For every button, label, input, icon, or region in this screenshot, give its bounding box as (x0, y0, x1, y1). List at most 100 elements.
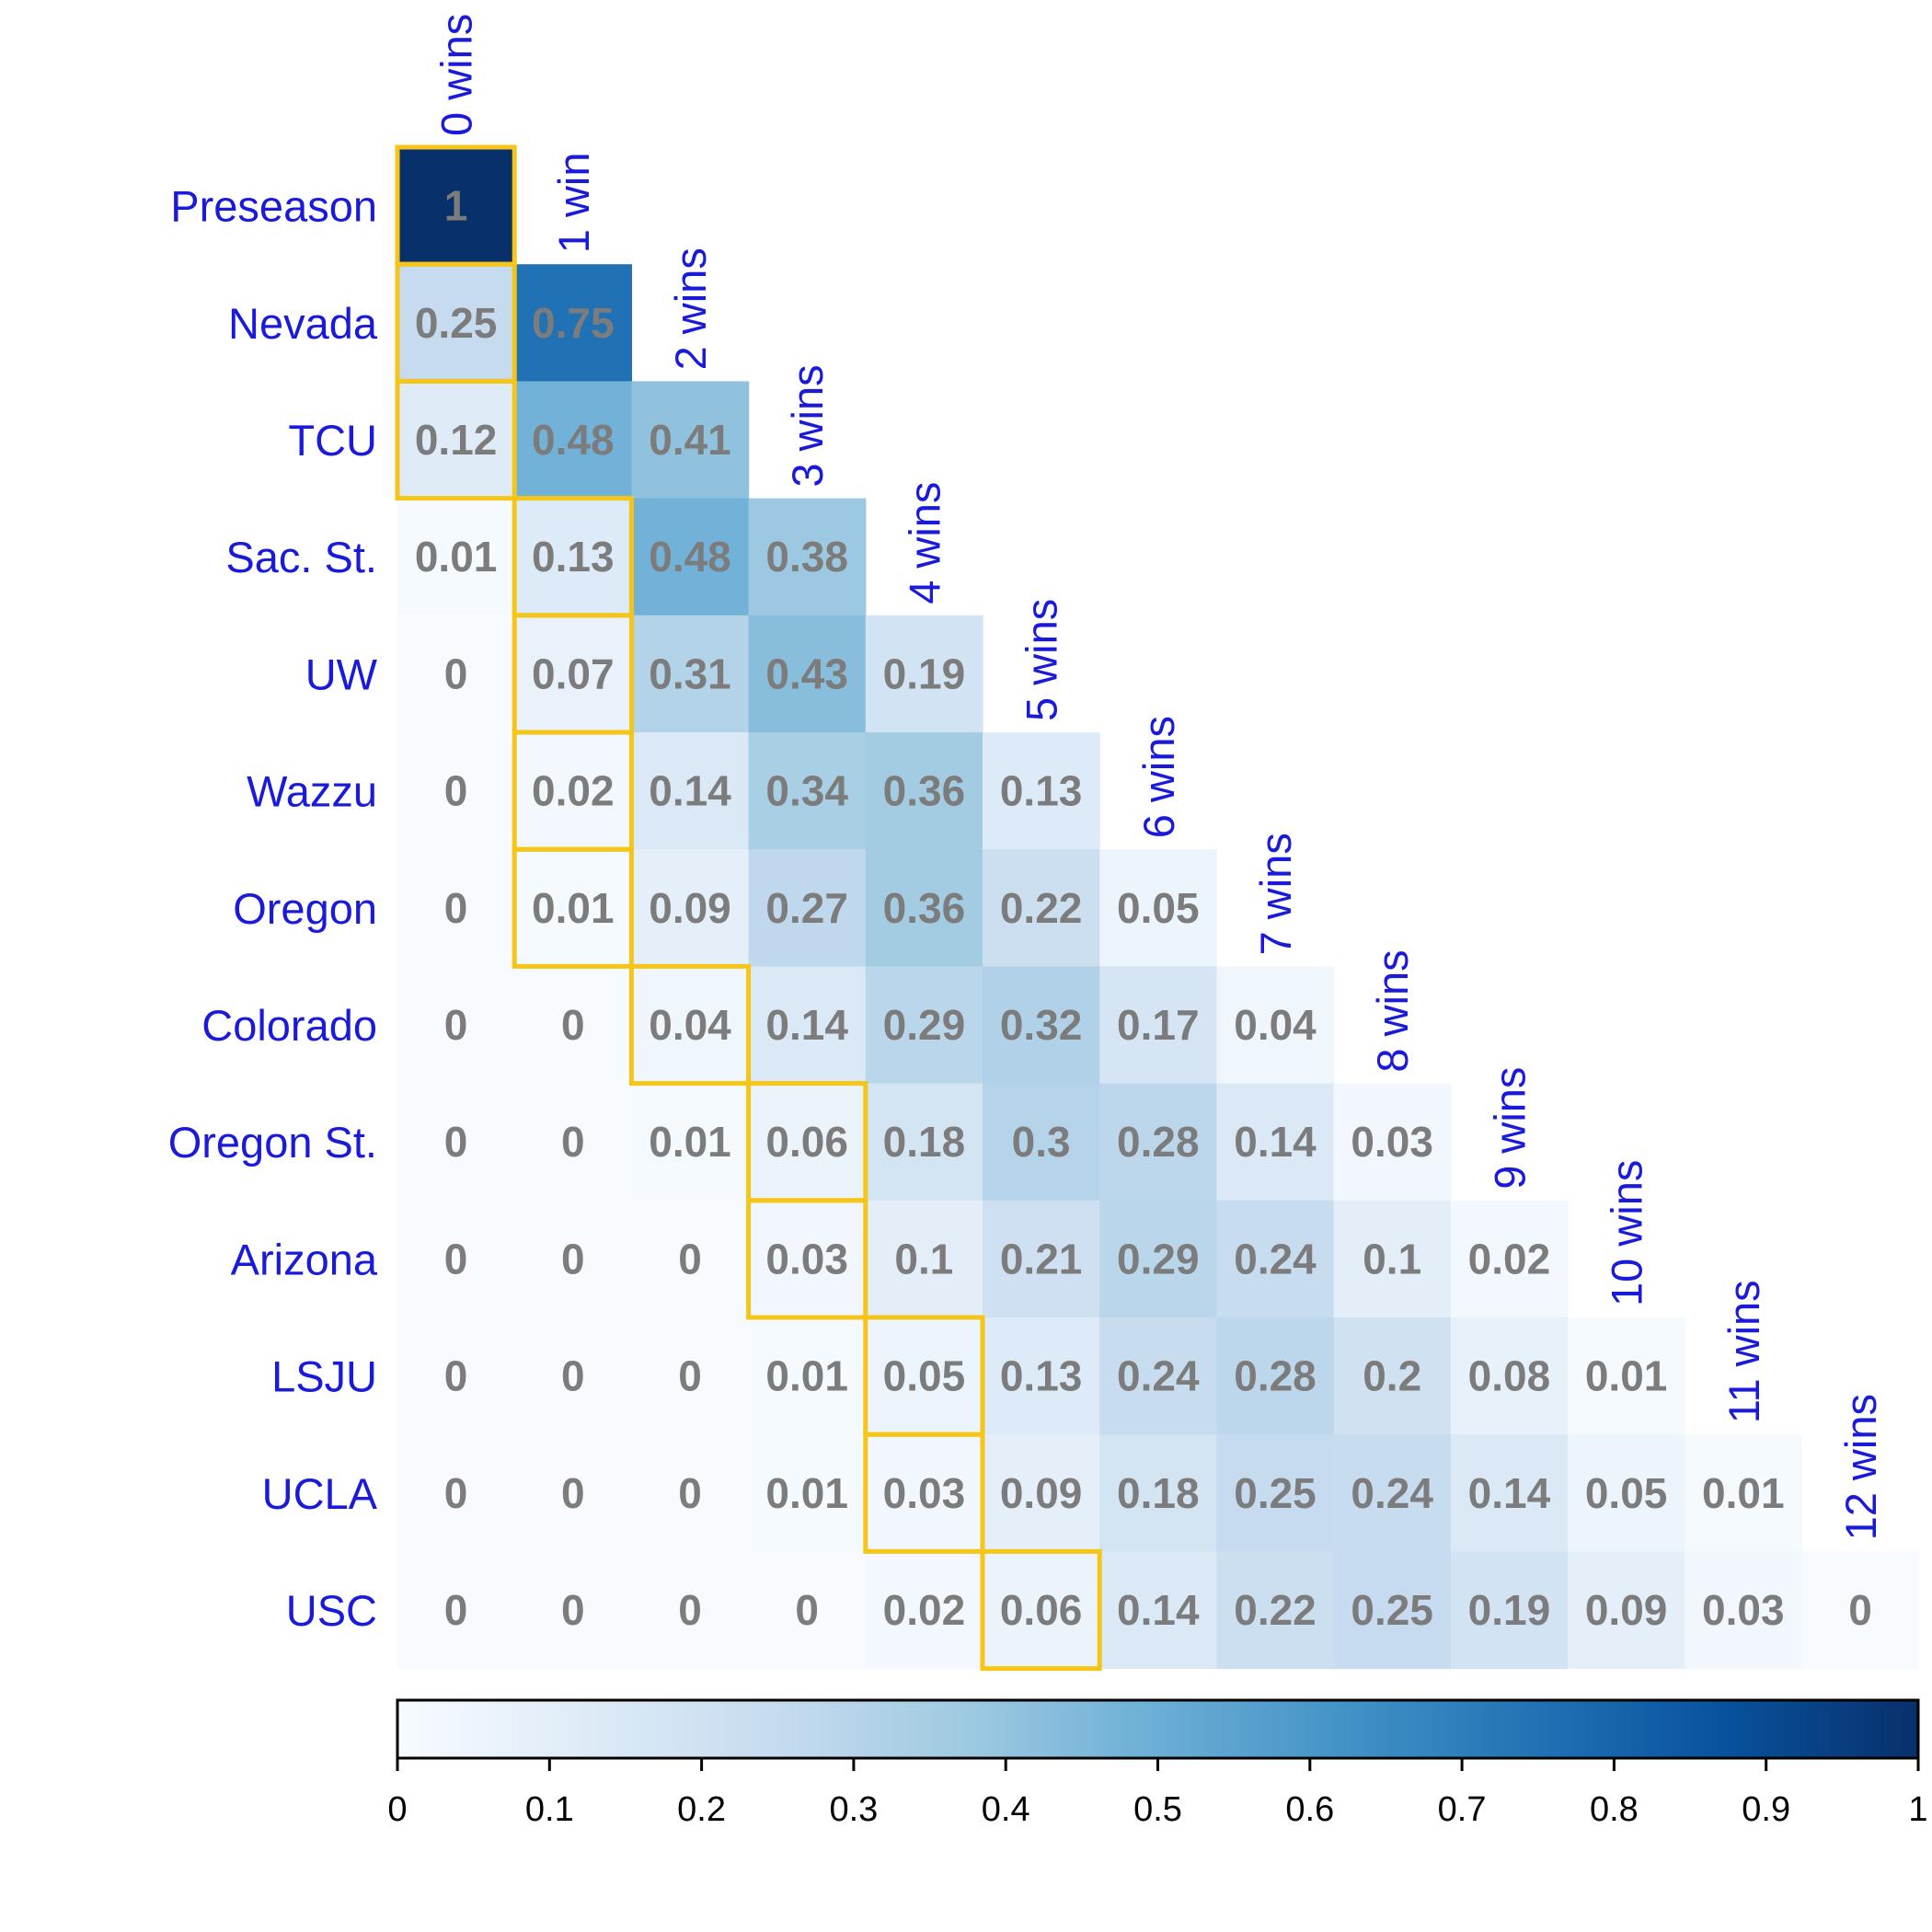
cell-value-r9-c1: 0 (561, 1235, 585, 1282)
cell-value-r10-c9: 0.08 (1468, 1352, 1551, 1400)
cell-r4-c3 (748, 615, 867, 733)
cell-r9-c5 (983, 1200, 1100, 1318)
cell-value-r9-c9: 0.02 (1468, 1235, 1551, 1282)
cell-value-r3-c1: 0.13 (532, 533, 615, 581)
cell-value-r8-c8: 0.03 (1351, 1118, 1433, 1166)
cell-value-r11-c5: 0.09 (1000, 1469, 1083, 1517)
column-label-5: 5 wins (1018, 599, 1066, 721)
cell-value-r8-c7: 0.14 (1234, 1118, 1317, 1166)
column-label-7: 7 wins (1251, 833, 1300, 955)
cell-r11-c5 (983, 1434, 1100, 1552)
colorbar-gradient (396, 1698, 1920, 1760)
cell-value-r5-c2: 0.14 (649, 767, 731, 815)
cell-value-r1-c0: 0.25 (415, 299, 498, 347)
cell-value-r11-c10: 0.05 (1585, 1469, 1668, 1517)
cell-value-r2-c1: 0.48 (532, 416, 615, 464)
cell-r7-c7 (1216, 966, 1335, 1085)
column-label-9: 9 wins (1485, 1067, 1534, 1190)
cell-r5-c3 (748, 732, 867, 850)
cell-value-r8-c4: 0.18 (883, 1118, 966, 1166)
cell-value-r8-c6: 0.28 (1117, 1118, 1200, 1166)
cell-value-r11-c3: 0.01 (765, 1469, 848, 1517)
row-label-5: Wazzu (247, 767, 377, 816)
cell-r3-c0 (397, 498, 515, 616)
cell-value-r3-c0: 0.01 (415, 533, 498, 581)
cell-r1-c1 (514, 264, 632, 382)
cell-value-r11-c6: 0.18 (1117, 1469, 1200, 1517)
cell-value-r9-c7: 0.24 (1234, 1235, 1317, 1282)
cell-r5-c5 (983, 732, 1100, 850)
row-label-1: Nevada (228, 299, 378, 348)
cell-value-r11-c0: 0 (444, 1469, 468, 1517)
cell-r12-c5 (983, 1551, 1100, 1670)
cell-value-r7-c7: 0.04 (1234, 1001, 1317, 1049)
row-label-9: Arizona (231, 1235, 378, 1283)
column-label-10: 10 wins (1603, 1160, 1651, 1306)
cell-r12-c6 (1099, 1551, 1217, 1670)
cell-value-r6-c0: 0 (444, 884, 468, 932)
cell-value-r12-c2: 0 (678, 1586, 702, 1634)
column-label-4: 4 wins (900, 482, 949, 604)
colorbar-tick-label-4: 0.4 (982, 1790, 1030, 1829)
cell-r0-c0 (397, 147, 515, 265)
column-label-8: 8 wins (1368, 949, 1417, 1072)
cell-r11-c11 (1685, 1434, 1802, 1552)
highlight-box-6 (512, 846, 634, 969)
row-label-0: Preseason (170, 182, 377, 231)
cell-value-r11-c9: 0.14 (1468, 1469, 1551, 1517)
row-label-8: Oregon St. (168, 1118, 377, 1167)
column-label-3: 3 wins (783, 364, 832, 487)
cell-value-r2-c2: 0.41 (649, 416, 731, 464)
cell-value-r4-c3: 0.43 (765, 650, 848, 697)
cell-r10-c7 (1216, 1317, 1335, 1435)
cell-value-r6-c4: 0.36 (883, 884, 966, 932)
cell-value-r7-c1: 0 (561, 1001, 585, 1049)
cell-r7-c4 (865, 966, 983, 1085)
cell-r10-c2 (631, 1317, 750, 1435)
cell-value-r6-c3: 0.27 (765, 884, 848, 932)
cell-r12-c3 (748, 1551, 867, 1670)
cell-value-r10-c2: 0 (678, 1352, 702, 1400)
row-label-4: UW (305, 650, 378, 698)
cell-value-r5-c0: 0 (444, 767, 468, 815)
colorbar-tick-label-3: 0.3 (829, 1790, 878, 1829)
colorbar-tick-label-7: 0.7 (1438, 1790, 1487, 1829)
cell-value-r6-c5: 0.22 (1000, 884, 1083, 932)
cell-value-r3-c2: 0.48 (649, 533, 731, 581)
row-label-3: Sac. St. (225, 533, 377, 581)
colorbar-tick-label-8: 0.8 (1590, 1790, 1639, 1829)
colorbar-tick-label-0: 0 (387, 1790, 407, 1829)
column-label-6: 6 wins (1134, 716, 1183, 838)
cell-r4-c2 (631, 615, 750, 733)
cell-value-r6-c2: 0.09 (649, 884, 731, 932)
cell-r11-c9 (1450, 1434, 1569, 1552)
cell-r8-c1 (514, 1083, 632, 1202)
colorbar-tick-label-10: 1 (1908, 1790, 1927, 1829)
cell-value-r2-c0: 0.12 (415, 416, 498, 464)
cell-r9-c6 (1099, 1200, 1217, 1318)
cell-value-r12-c3: 0 (795, 1586, 819, 1634)
cell-r7-c1 (514, 966, 632, 1085)
cell-value-r4-c1: 0.07 (532, 650, 615, 697)
cell-value-r0-c0: 1 (444, 182, 468, 230)
column-label-2: 2 wins (666, 247, 715, 370)
row-labels: Preseason Nevada TCU Sac. St. UW Wazzu Oregon C… (168, 182, 378, 1635)
cell-value-r10-c6: 0.24 (1117, 1352, 1200, 1400)
cell-r2-c1 (514, 381, 632, 500)
column-label-11: 11 wins (1719, 1280, 1768, 1423)
cell-value-r5-c3: 0.34 (765, 767, 848, 815)
cell-r6-c1 (514, 849, 632, 967)
cell-r9-c1 (514, 1200, 632, 1318)
row-label-12: USC (286, 1586, 377, 1635)
cell-value-r9-c6: 0.29 (1117, 1235, 1200, 1282)
cell-r9-c3 (748, 1200, 867, 1318)
cell-r10-c0 (397, 1317, 515, 1435)
cell-r9-c9 (1450, 1200, 1569, 1318)
cell-r12-c4 (865, 1551, 983, 1670)
cell-r11-c8 (1333, 1434, 1452, 1552)
cell-r6-c5 (983, 849, 1100, 967)
cell-value-r11-c8: 0.24 (1351, 1469, 1433, 1517)
cell-r8-c8 (1333, 1083, 1452, 1202)
cell-r12-c2 (631, 1551, 750, 1670)
cell-r6-c2 (631, 849, 750, 967)
